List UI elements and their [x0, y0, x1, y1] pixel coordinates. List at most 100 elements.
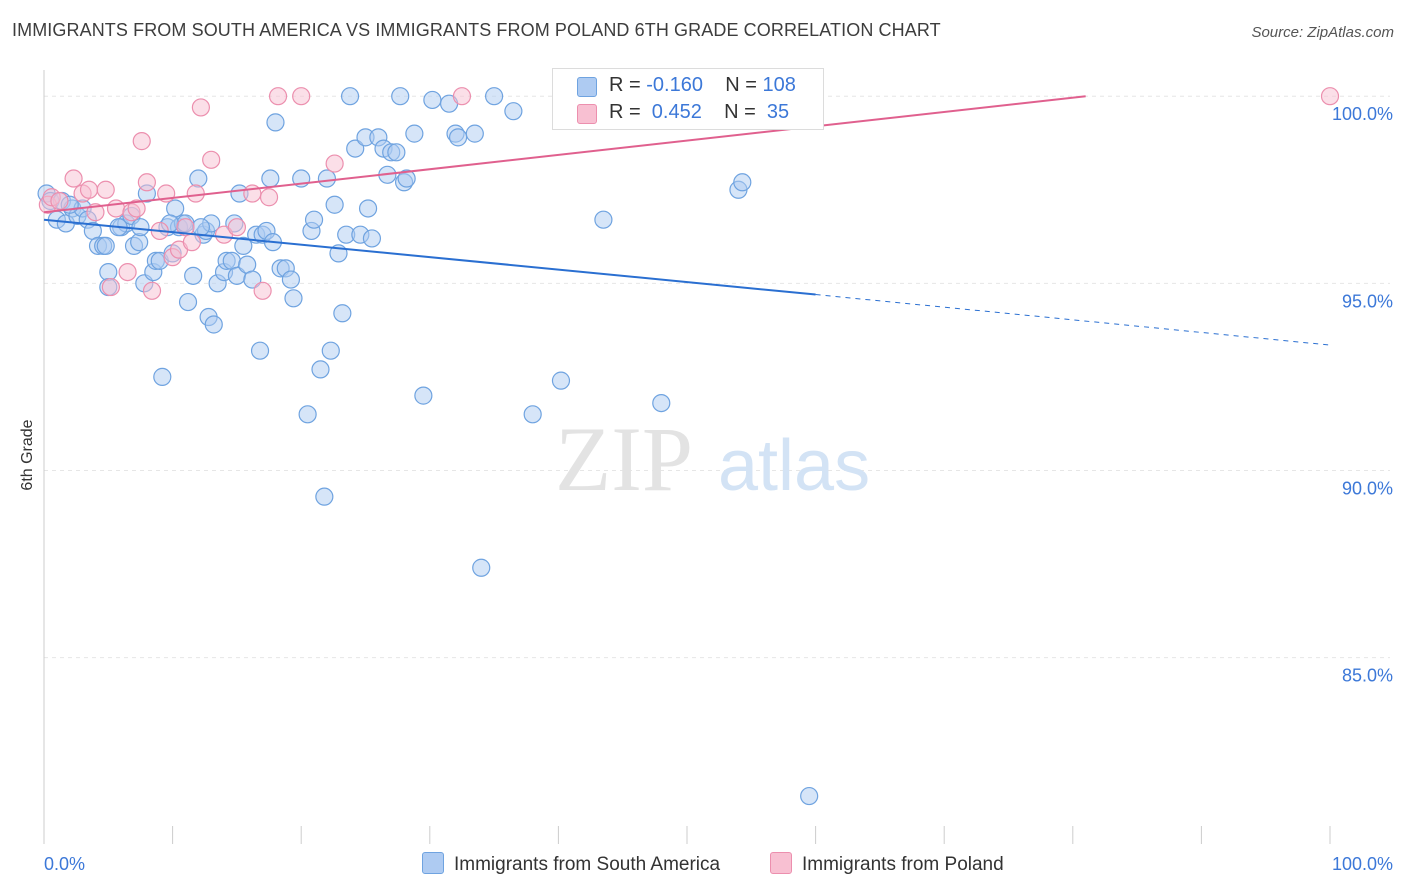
point-poland	[1320, 87, 1340, 106]
point-south-america	[204, 315, 223, 334]
point-poland	[227, 218, 246, 237]
point-south-america	[96, 236, 115, 256]
chart-source: Source: ZipAtlas.com	[1251, 24, 1394, 41]
point-poland	[176, 218, 195, 237]
point-south-america	[184, 266, 203, 285]
point-south-america	[405, 124, 424, 143]
point-south-america	[243, 270, 262, 289]
point-south-america	[261, 169, 280, 188]
point-poland	[268, 87, 288, 106]
bottom-legend-swatch-south-america	[422, 852, 444, 874]
point-south-america	[485, 87, 504, 106]
legend-n-label: N =	[725, 74, 757, 96]
point-south-america	[594, 210, 613, 229]
point-south-america	[523, 405, 542, 424]
point-south-america	[423, 90, 442, 110]
data-points	[37, 87, 1340, 806]
bottom-legend-poland: Immigrants from Poland	[770, 852, 1004, 876]
point-south-america	[387, 143, 406, 162]
stats-legend: R = -0.160 N = 108 R = 0.452 N = 35	[552, 68, 824, 130]
point-poland	[118, 262, 137, 282]
legend-r-label: R =	[609, 101, 641, 123]
trend-line-poland	[43, 95, 1086, 214]
point-south-america	[153, 367, 172, 386]
point-south-america	[652, 393, 671, 413]
point-south-america	[325, 195, 344, 214]
y-tick-label: 85.0%	[1342, 666, 1393, 686]
point-south-america	[391, 87, 410, 106]
trend-line-south-america-projection	[815, 294, 1331, 346]
point-poland	[137, 173, 156, 192]
point-poland	[182, 233, 201, 252]
point-south-america	[317, 169, 337, 188]
point-south-america	[800, 786, 819, 806]
point-poland	[186, 184, 205, 203]
point-south-america	[298, 405, 317, 424]
point-poland	[132, 132, 151, 151]
point-south-america	[448, 128, 468, 147]
chart-title: IMMIGRANTS FROM SOUTH AMERICA VS IMMIGRA…	[12, 20, 941, 40]
point-south-america	[397, 169, 416, 188]
watermark-atlas: atlas	[718, 426, 870, 506]
legend-swatch-poland	[577, 104, 597, 124]
point-south-america	[504, 102, 523, 121]
point-south-america	[131, 218, 150, 237]
point-south-america	[234, 236, 253, 256]
point-south-america	[250, 341, 270, 360]
point-south-america	[551, 371, 571, 390]
point-poland	[64, 169, 83, 188]
point-south-america	[315, 487, 334, 506]
point-poland	[127, 199, 146, 218]
point-south-america	[340, 87, 360, 106]
point-south-america	[362, 229, 382, 248]
point-south-america	[304, 210, 324, 229]
x-tick-label: 100.0%	[1332, 854, 1393, 874]
point-poland	[101, 277, 120, 297]
y-tick-label: 100.0%	[1332, 104, 1393, 124]
point-south-america	[465, 124, 484, 143]
bottom-legend-label: Immigrants from Poland	[802, 854, 1004, 875]
trend-lines	[43, 95, 1331, 346]
legend-r-value: -0.160	[646, 74, 703, 96]
watermark-zip: ZIP	[555, 408, 693, 510]
point-south-america	[191, 218, 210, 237]
point-south-america	[733, 173, 752, 192]
point-south-america	[333, 304, 352, 323]
point-poland	[106, 199, 126, 218]
trend-line-south-america	[43, 218, 816, 296]
bottom-legend-label: Immigrants from South America	[454, 854, 721, 875]
tick-labels: 85.0% 90.0% 95.0% 100.0% 0.0% 100.0%	[44, 104, 1393, 874]
point-poland	[253, 281, 272, 300]
legend-n-label: N =	[724, 101, 756, 123]
point-poland	[325, 154, 344, 173]
point-south-america	[130, 233, 149, 252]
point-poland	[292, 87, 311, 106]
point-south-america	[266, 113, 285, 132]
y-tick-label: 90.0%	[1342, 478, 1393, 498]
point-poland	[259, 188, 279, 207]
point-south-america	[281, 270, 301, 289]
point-south-america	[311, 360, 330, 379]
point-poland	[96, 180, 115, 199]
point-poland	[202, 150, 221, 169]
point-south-america	[178, 292, 198, 312]
point-poland	[191, 98, 210, 117]
point-poland	[50, 191, 69, 211]
legend-n-value: 108	[762, 74, 796, 96]
legend-swatch-south-america	[577, 77, 597, 97]
point-poland	[79, 180, 99, 199]
point-south-america	[189, 169, 208, 188]
bottom-legend-south-america: Immigrants from South America	[422, 852, 720, 876]
point-south-america	[358, 199, 378, 218]
legend-n-value: 35	[761, 101, 790, 123]
x-tick-label: 0.0%	[44, 854, 85, 874]
point-south-america	[346, 139, 365, 158]
point-poland	[142, 281, 162, 300]
legend-r-label: R =	[609, 74, 641, 96]
point-south-america	[472, 558, 491, 577]
y-tick-label: 95.0%	[1342, 291, 1393, 311]
point-poland	[452, 87, 472, 106]
legend-r-value: 0.452	[646, 101, 702, 123]
point-south-america	[414, 386, 433, 405]
